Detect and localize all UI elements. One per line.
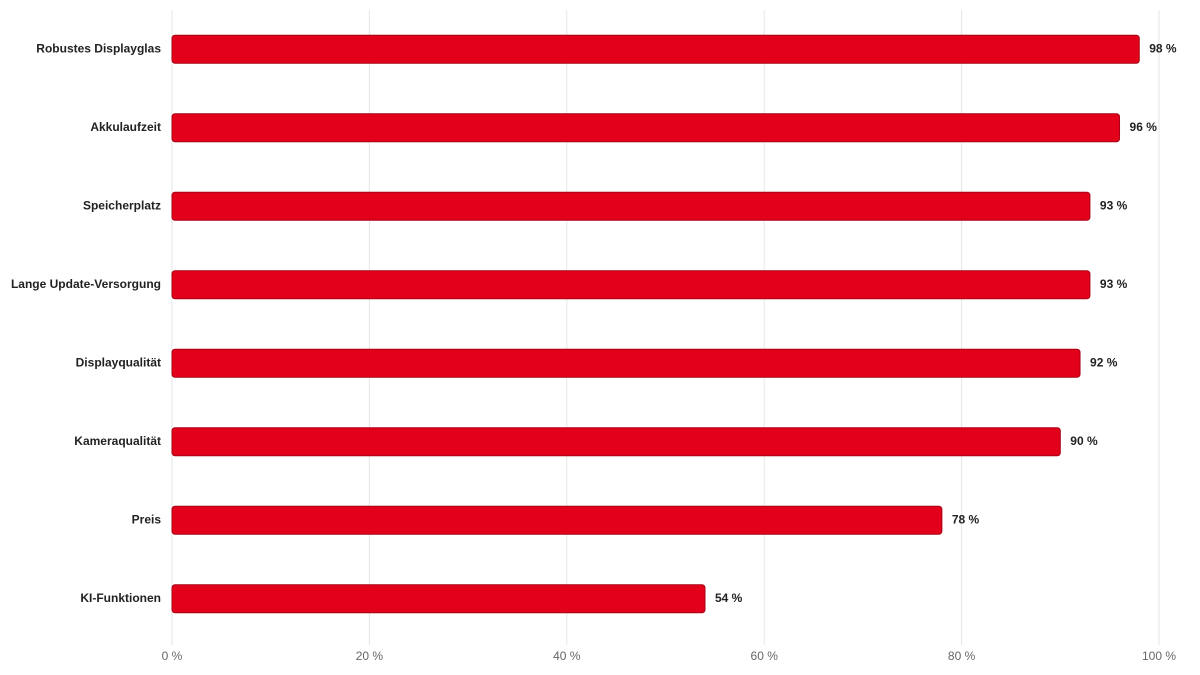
x-tick-label: 80 % (948, 649, 976, 663)
bar (171, 427, 1061, 457)
value-label: 90 % (1070, 434, 1098, 448)
y-tick-label: Akkulaufzeit (90, 120, 161, 134)
bar (171, 34, 1140, 64)
x-tick-label: 0 % (162, 649, 183, 663)
value-label: 54 % (715, 591, 743, 605)
value-label: 98 % (1149, 41, 1177, 55)
bar (171, 113, 1121, 143)
y-tick-label: Lange Update-Versorgung (11, 277, 161, 291)
x-tick-label: 60 % (751, 649, 779, 663)
value-label: 93 % (1100, 198, 1128, 212)
y-tick-label: KI-Funktionen (80, 591, 161, 605)
y-tick-label: Displayqualität (76, 355, 161, 369)
y-tick-label: Kameraqualität (74, 434, 161, 448)
value-label: 96 % (1130, 120, 1158, 134)
bar (171, 270, 1091, 300)
y-tick-label: Robustes Displayglas (36, 41, 161, 55)
y-tick-label: Preis (132, 512, 162, 526)
value-label: 92 % (1090, 355, 1118, 369)
x-tick-label: 20 % (356, 649, 384, 663)
bar (171, 584, 706, 614)
value-label: 78 % (952, 512, 980, 526)
y-tick-label: Speicherplatz (83, 198, 161, 212)
x-tick-label: 100 % (1142, 649, 1176, 663)
x-tick-label: 40 % (553, 649, 581, 663)
bar (171, 348, 1081, 378)
bar (171, 191, 1091, 221)
bar (171, 505, 943, 535)
value-label: 93 % (1100, 277, 1128, 291)
